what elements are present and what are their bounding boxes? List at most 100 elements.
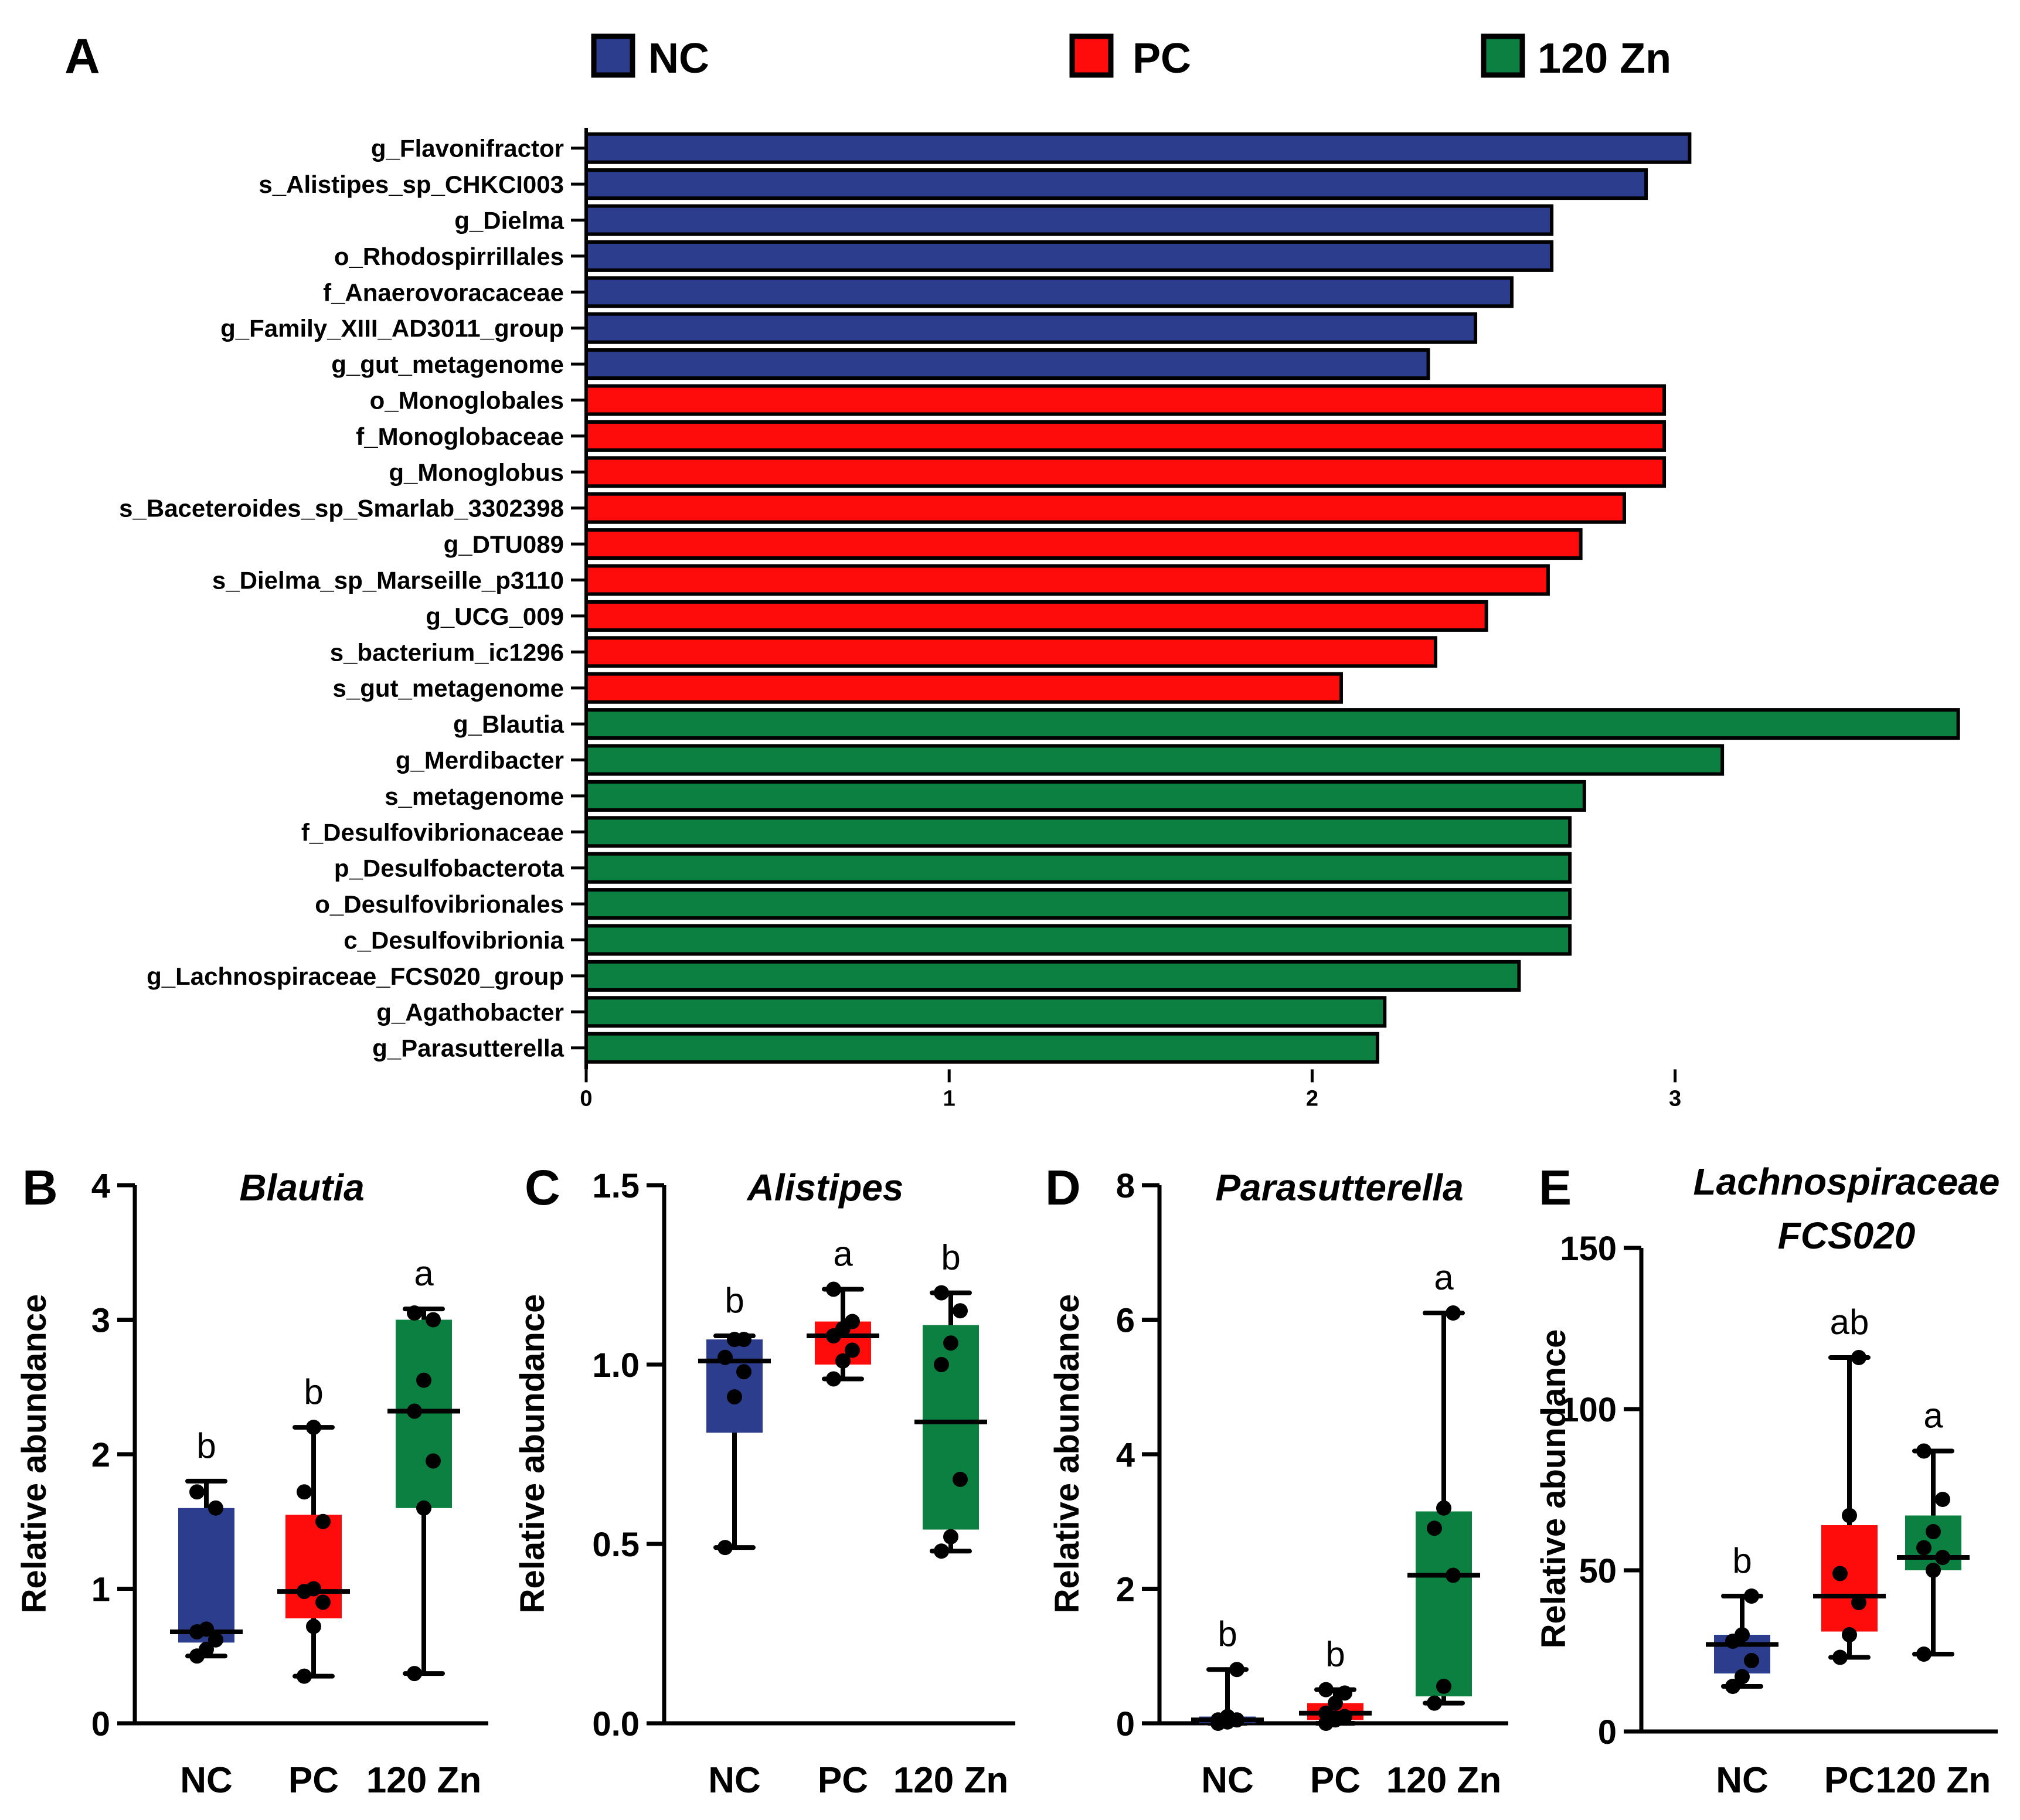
legend-swatch-pc xyxy=(1069,33,1114,78)
y-tick-label: 4 xyxy=(1116,1436,1135,1474)
data-point xyxy=(426,1453,441,1469)
data-point xyxy=(1337,1709,1352,1724)
taxon-label-f-monoglobaceae: f_Monoglobaceae xyxy=(356,423,564,450)
panel-letter-e: E xyxy=(1539,1160,1572,1215)
data-point xyxy=(1735,1669,1750,1685)
y-tick-label: 8 xyxy=(1116,1167,1135,1205)
box-plot-c: C Alistipes 0.0 0.5 1.0 1.5 Relative abundance… xyxy=(513,1160,1015,1801)
significance-letter-120-zn: a xyxy=(414,1254,434,1293)
taxon-label-g-flavonifractor: g_Flavonifractor xyxy=(371,135,564,162)
y-tick-label: 0 xyxy=(1116,1705,1135,1743)
box-120-zn xyxy=(1905,1515,1961,1570)
box-pc xyxy=(1821,1525,1878,1632)
bar-s-alistipes-sp-chkci003 xyxy=(584,168,1648,200)
bar-o-desulfovibrionales xyxy=(584,888,1572,920)
data-point xyxy=(845,1342,860,1358)
panel-letter-b: B xyxy=(22,1160,58,1215)
x-tick-label: 2 xyxy=(1306,1086,1318,1111)
taxon-label-g-dielma: g_Dielma xyxy=(454,207,564,234)
data-point xyxy=(1337,1685,1352,1701)
taxon-label-s-metagenome: s_metagenome xyxy=(385,783,564,810)
panel-title: Parasutterella xyxy=(1215,1166,1463,1209)
legend-item-120zn: 120 Zn xyxy=(1481,33,1671,82)
data-point xyxy=(727,1389,742,1405)
bar-g-dielma xyxy=(584,204,1554,236)
x-category-120-zn: 120 Zn xyxy=(893,1760,1008,1801)
data-point xyxy=(1926,1524,1941,1539)
data-point xyxy=(208,1500,223,1516)
bar-g-merdibacter xyxy=(584,744,1725,776)
taxon-label-g-ucg-009: g_UCG_009 xyxy=(426,603,564,630)
bar-c-desulfovibrionia xyxy=(584,924,1572,956)
data-point xyxy=(736,1364,751,1380)
significance-letter-nc: b xyxy=(196,1426,216,1465)
bar-g-flavonifractor xyxy=(584,132,1692,164)
data-point xyxy=(934,1285,949,1301)
taxon-label-g-lachnospiraceae-fcs020-group: g_Lachnospiraceae_FCS020_group xyxy=(147,962,564,990)
bar-g-family-xiii-ad3011-group xyxy=(584,312,1478,344)
y-tick-label: 100 xyxy=(1560,1391,1617,1429)
data-point xyxy=(826,1281,841,1297)
taxon-label-s-alistipes-sp-chkci003: s_Alistipes_sp_CHKCI003 xyxy=(259,171,564,198)
data-point xyxy=(943,1529,958,1545)
significance-letter-120-zn: a xyxy=(1434,1258,1454,1297)
data-point xyxy=(1318,1682,1334,1697)
data-point xyxy=(1229,1662,1244,1678)
legend-label-nc: NC xyxy=(648,35,709,82)
box-plot-b: B Blautia 0 1 2 3 4 Relative abundance b NC b PC a 12… xyxy=(15,1160,488,1801)
box-120-zn xyxy=(923,1325,979,1530)
x-category-120-zn: 120 Zn xyxy=(366,1760,481,1801)
bar-g-parasutterella xyxy=(584,1032,1379,1064)
data-point xyxy=(1446,1305,1461,1321)
y-tick-label: 0.5 xyxy=(592,1526,640,1564)
significance-letter-nc: b xyxy=(1732,1541,1752,1580)
data-point xyxy=(826,1371,841,1387)
taxon-label-g-parasutterella: g_Parasutterella xyxy=(372,1035,564,1062)
box-pc xyxy=(285,1515,342,1618)
taxon-label-s-dielma-sp-marseille-p3110: s_Dielma_sp_Marseille_p3110 xyxy=(212,567,564,594)
significance-letter-pc: ab xyxy=(1830,1302,1869,1342)
y-tick-label: 0 xyxy=(91,1705,110,1743)
data-point xyxy=(1832,1566,1848,1581)
data-point xyxy=(1328,1695,1343,1711)
data-point xyxy=(1935,1492,1950,1507)
panel-letter-d: D xyxy=(1045,1160,1081,1215)
data-point xyxy=(845,1314,860,1329)
bar-o-rhodospirrillales xyxy=(584,240,1554,272)
panel-title: Blautia xyxy=(239,1166,364,1209)
x-category-pc: PC xyxy=(288,1760,339,1801)
data-point xyxy=(1926,1563,1941,1578)
data-point xyxy=(297,1484,312,1500)
y-tick-label: 0.0 xyxy=(592,1705,640,1743)
bar-f-anaerovoracaceae xyxy=(584,276,1514,308)
taxon-label-c-desulfovibrionia: c_Desulfovibrionia xyxy=(344,927,564,954)
data-point xyxy=(1220,1709,1235,1724)
significance-letter-nc: b xyxy=(725,1281,744,1320)
panel-letter-a: A xyxy=(64,29,100,84)
significance-letter-pc: a xyxy=(833,1234,853,1273)
data-point xyxy=(199,1641,214,1657)
panel-letter-c: C xyxy=(525,1160,560,1215)
y-tick-label: 1.0 xyxy=(592,1346,640,1384)
data-point xyxy=(315,1594,331,1610)
x-category-nc: NC xyxy=(1716,1760,1769,1801)
data-point xyxy=(306,1581,321,1597)
taxon-label-p-desulfobacterota: p_Desulfobacterota xyxy=(334,855,564,882)
bar-g-blautia xyxy=(584,708,1960,740)
data-point xyxy=(426,1312,441,1328)
data-point xyxy=(407,1305,422,1321)
x-category-nc: NC xyxy=(708,1760,761,1801)
data-point xyxy=(1744,1588,1759,1604)
data-point xyxy=(1916,1646,1931,1662)
y-axis-label: Relative abundance xyxy=(1048,1294,1086,1614)
box-nc xyxy=(706,1339,763,1433)
data-point xyxy=(934,1357,949,1372)
data-point xyxy=(189,1484,205,1500)
data-point xyxy=(717,1540,733,1556)
bar-chart-a: g_Flavonifractor s_Alistipes_sp_CHKCI003g… xyxy=(119,128,1960,1111)
bar-g-dtu089 xyxy=(584,528,1583,560)
y-tick-label: 2 xyxy=(91,1436,110,1474)
bar-s-bacterium-ic1296 xyxy=(584,636,1437,668)
significance-letter-nc: b xyxy=(1218,1614,1237,1654)
data-point xyxy=(306,1420,321,1435)
